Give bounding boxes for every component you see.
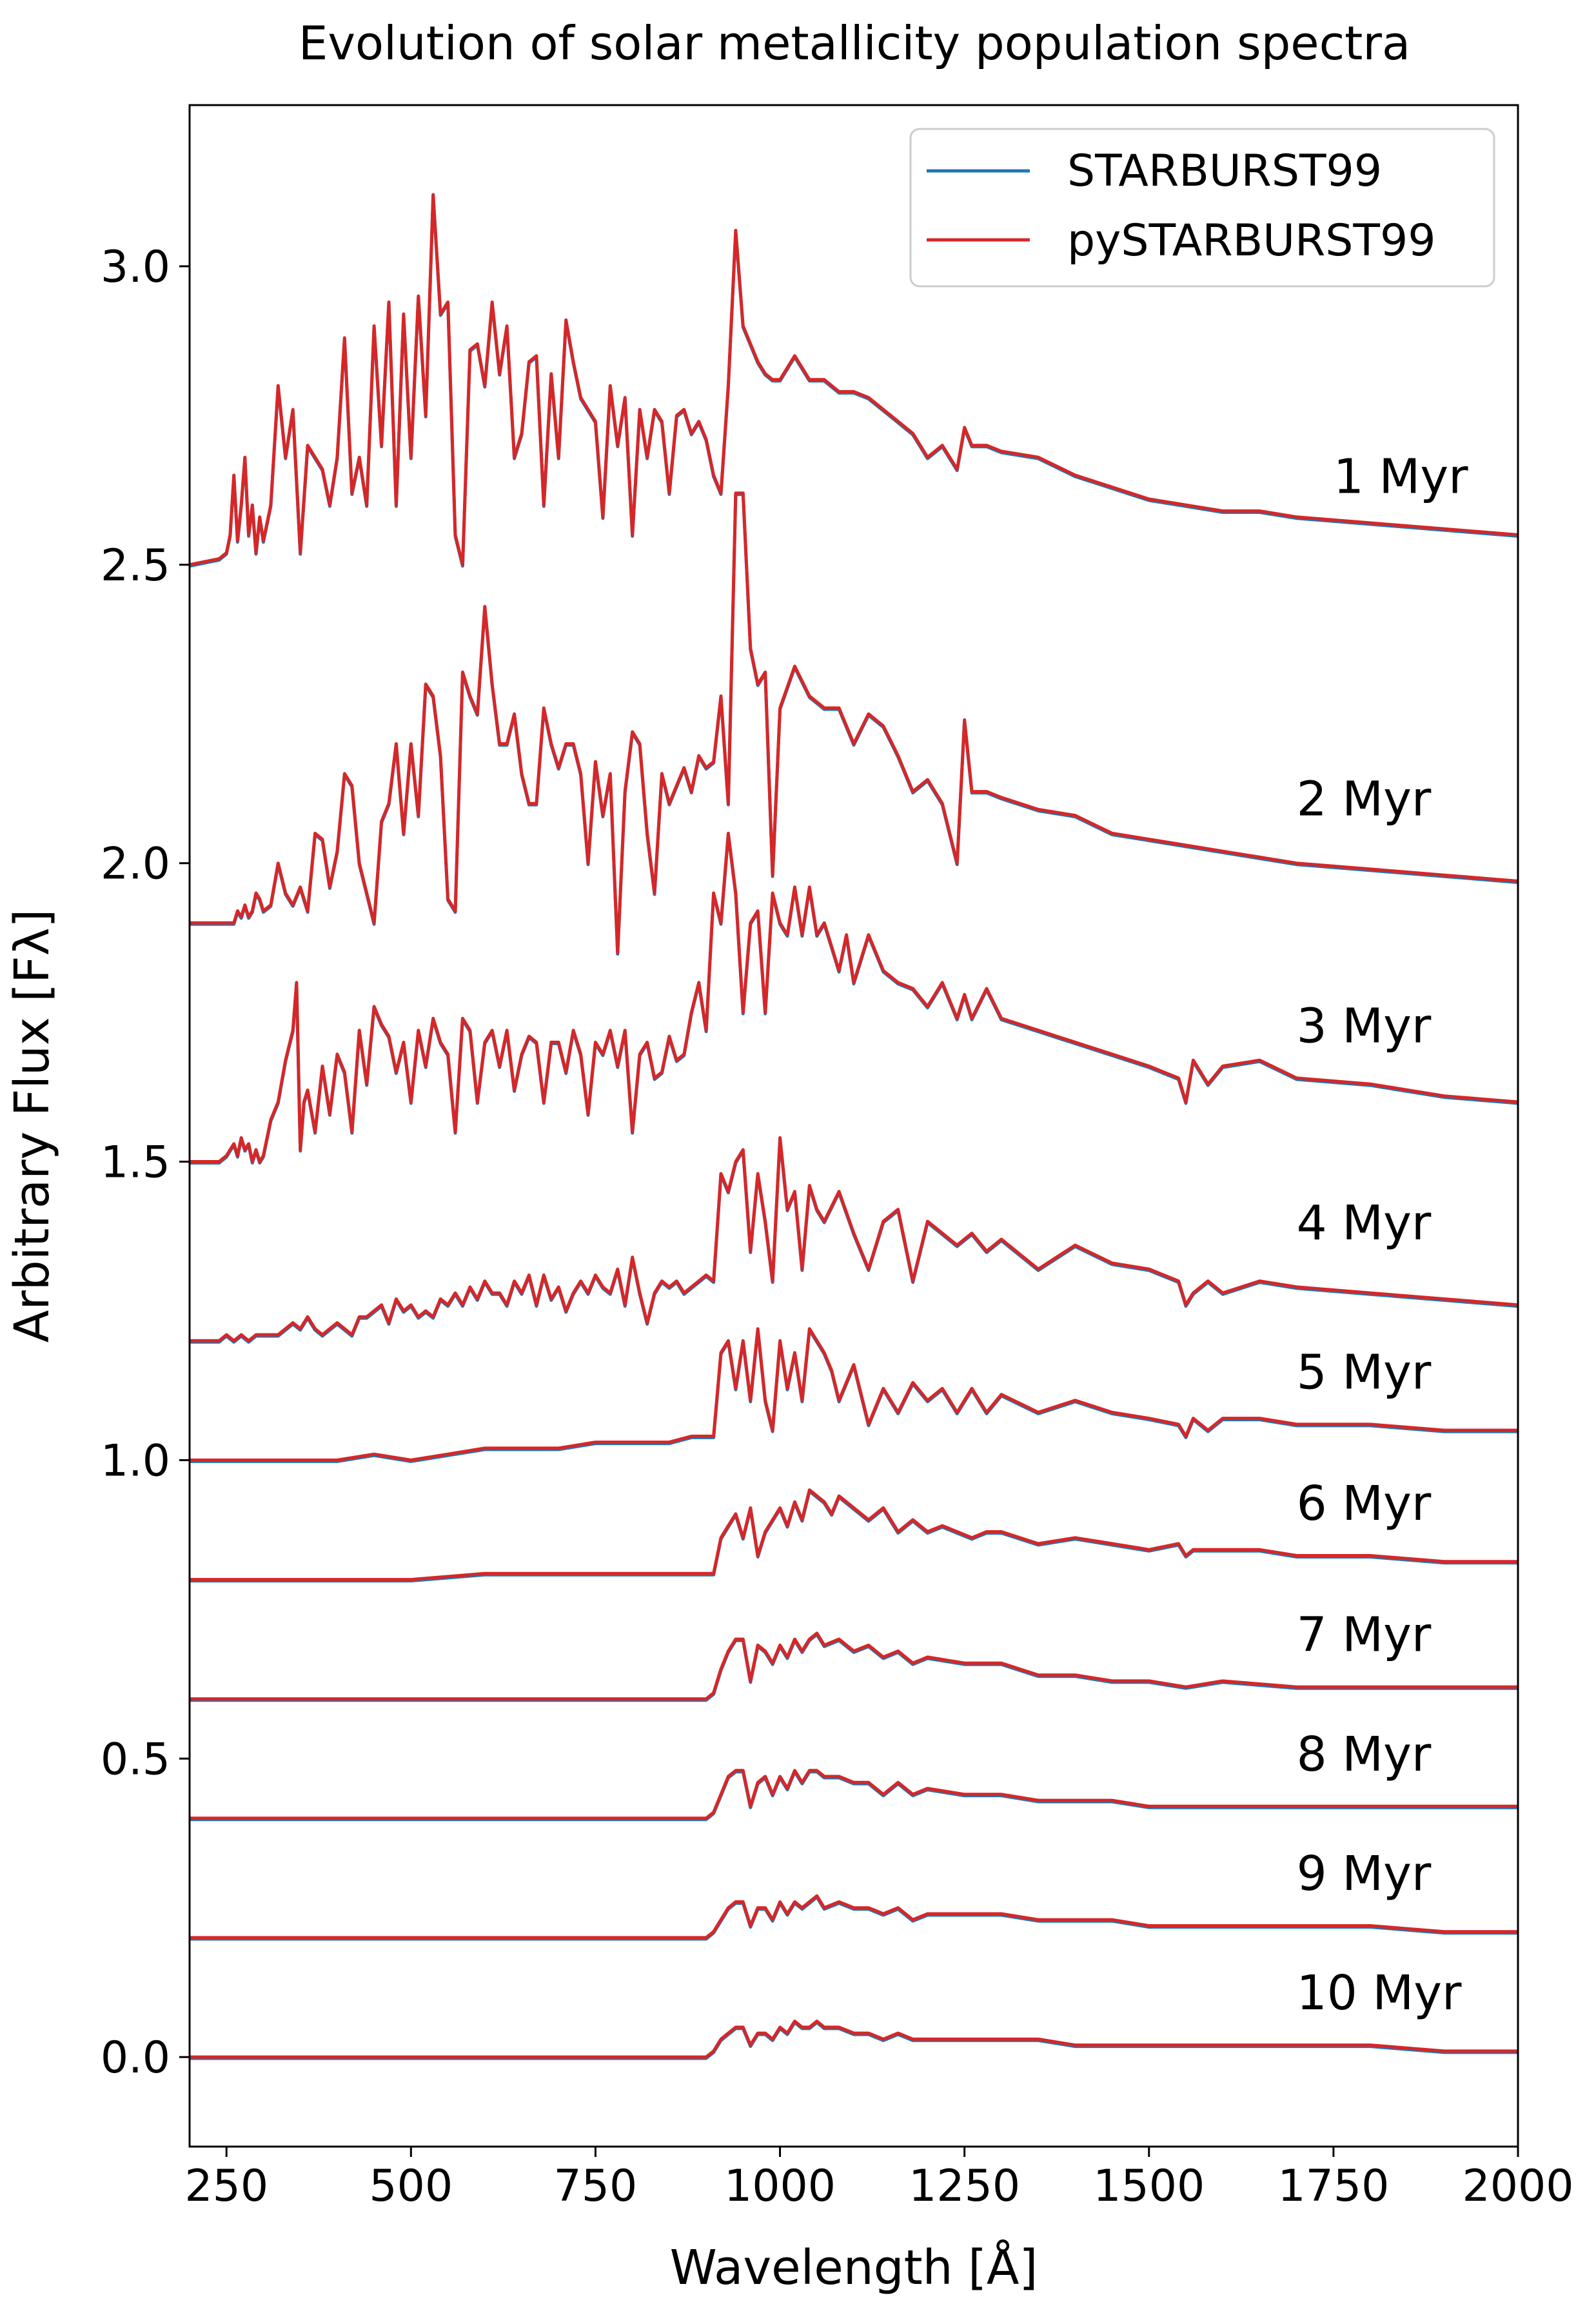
x-tick-label-1500: 1500 [1093, 2161, 1205, 2212]
y-tick-label-1-5: 1.5 [101, 1137, 170, 1188]
age-label-7-myr: 7 Myr [1297, 1608, 1432, 1663]
y-tick-label-0-5: 0.5 [101, 1734, 170, 1785]
x-axis: 250 500 750 1000 1250 1500 1750 2000 [184, 2147, 1574, 2212]
series-line-pystarburst99-7-myr [190, 1631, 1518, 1701]
age-label-8-myr: 8 Myr [1297, 1727, 1432, 1782]
y-tick-label-2-0: 2.0 [101, 839, 170, 890]
legend-box [909, 128, 1495, 288]
y-axis-label: Arbitrary Flux [Fλ] [5, 909, 60, 1343]
x-tick-label-250: 250 [184, 2161, 268, 2212]
x-tick-label-750: 750 [554, 2161, 638, 2212]
y-tick-label-3-0: 3.0 [101, 242, 170, 293]
legend-label-starburst99: STARBURST99 [1067, 146, 1382, 197]
age-label-2-myr: 2 Myr [1297, 772, 1432, 827]
age-label-5-myr: 5 Myr [1297, 1344, 1432, 1400]
x-tick-label-1250: 1250 [909, 2161, 1020, 2212]
x-tick-label-1000: 1000 [724, 2161, 836, 2212]
series-line-pystarburst99-1-myr [189, 193, 1519, 567]
x-tick-label-2000: 2000 [1462, 2161, 1573, 2212]
chart-title: Evolution of solar metallicity populatio… [299, 16, 1410, 70]
series-line-pystarburst99-3-myr [190, 831, 1519, 1163]
series-line-pystarburst99-8-myr [190, 1769, 1518, 1820]
y-axis: 0.0 0.5 1.0 1.5 2.0 2.5 3.0 [101, 242, 190, 2083]
y-tick-label-2-5: 2.5 [101, 540, 170, 591]
age-label-6-myr: 6 Myr [1297, 1476, 1432, 1531]
age-label-10-myr: 10 Myr [1297, 1965, 1462, 2021]
age-label-9-myr: 9 Myr [1297, 1846, 1432, 1902]
series-line-pystarburst99-10-myr [190, 2020, 1518, 2059]
age-label-3-myr: 3 Myr [1297, 998, 1432, 1054]
y-tick-label-0-0: 0.0 [101, 2032, 170, 2083]
series-line-pystarburst99-6-myr [190, 1488, 1518, 1582]
plot-frame [188, 104, 1519, 2148]
age-label-1-myr: 1 Myr [1334, 449, 1468, 505]
legend: STARBURST99 pySTARBURST99 [909, 128, 1495, 288]
age-label-4-myr: 4 Myr [1297, 1195, 1432, 1251]
series-line-pystarburst99-4-myr [190, 1136, 1519, 1343]
legend-label-pystarburst99: pySTARBURST99 [1067, 215, 1436, 266]
x-axis-label: Wavelength [Å] [670, 2239, 1038, 2296]
series-line-pystarburst99-9-myr [190, 1894, 1518, 1940]
series-line-pystarburst99-5-myr [190, 1327, 1518, 1462]
age-labels: 1 Myr 2 Myr 3 Myr 4 Myr 5 Myr 6 Myr 7 Myr 8 Myr… [1297, 449, 1468, 2021]
x-tick-label-500: 500 [369, 2161, 453, 2212]
x-tick-label-1750: 1750 [1277, 2161, 1389, 2212]
series-line-pystarburst99-2-myr [190, 491, 1519, 954]
y-tick-label-1-0: 1.0 [101, 1435, 170, 1486]
plot-lines [189, 193, 1519, 2060]
